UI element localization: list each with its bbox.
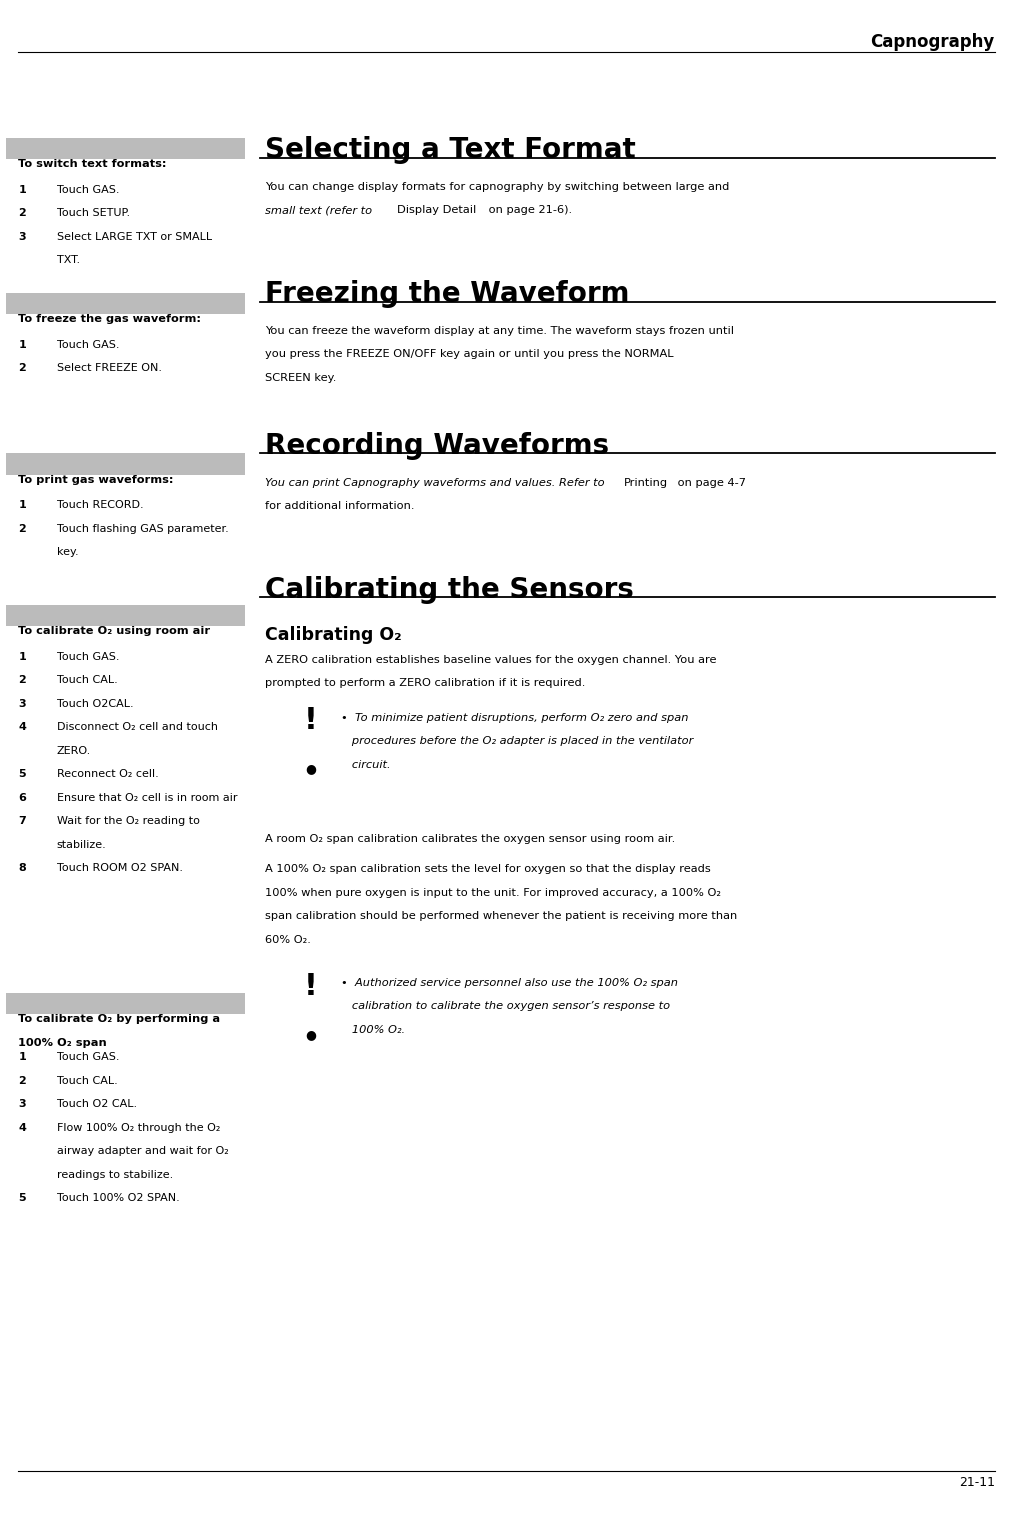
Text: 6: 6 — [18, 793, 26, 803]
Text: Capnography: Capnography — [870, 33, 995, 52]
Text: 7: 7 — [18, 816, 26, 826]
Text: Touch CAL.: Touch CAL. — [57, 1076, 118, 1085]
Text: ZERO.: ZERO. — [57, 746, 91, 756]
Text: Printing: Printing — [623, 478, 668, 488]
Text: Touch O2CAL.: Touch O2CAL. — [57, 699, 134, 709]
Text: 1: 1 — [18, 1052, 26, 1063]
Text: Recording Waveforms: Recording Waveforms — [265, 432, 610, 459]
Text: 2: 2 — [18, 523, 26, 534]
Text: 100% when pure oxygen is input to the unit. For improved accuracy, a 100% O₂: 100% when pure oxygen is input to the un… — [265, 888, 721, 897]
Text: Calibrating O₂: Calibrating O₂ — [265, 626, 402, 644]
Text: 2: 2 — [18, 362, 26, 373]
Text: !: ! — [304, 706, 318, 735]
Text: Touch CAL.: Touch CAL. — [57, 676, 118, 685]
Bar — [6, 605, 245, 626]
Text: span calibration should be performed whenever the patient is receiving more than: span calibration should be performed whe… — [265, 911, 737, 922]
Text: To calibrate O₂ by performing a: To calibrate O₂ by performing a — [18, 1014, 221, 1025]
Text: Touch SETUP.: Touch SETUP. — [57, 209, 130, 218]
Text: 3: 3 — [18, 1099, 26, 1110]
Text: ●: ● — [306, 1028, 316, 1041]
Text: •  To minimize patient disruptions, perform O₂ zero and span: • To minimize patient disruptions, perfo… — [341, 713, 689, 723]
Text: Touch flashing GAS parameter.: Touch flashing GAS parameter. — [57, 523, 229, 534]
Text: 60% O₂.: 60% O₂. — [265, 934, 311, 944]
Text: Reconnect O₂ cell.: Reconnect O₂ cell. — [57, 769, 158, 779]
Text: You can freeze the waveform display at any time. The waveform stays frozen until: You can freeze the waveform display at a… — [265, 326, 734, 337]
Text: You can change display formats for capnography by switching between large and: You can change display formats for capno… — [265, 182, 729, 193]
Text: Touch ROOM O2 SPAN.: Touch ROOM O2 SPAN. — [57, 864, 182, 873]
Text: Touch GAS.: Touch GAS. — [57, 652, 120, 662]
Text: •  Authorized service personnel also use the 100% O₂ span: • Authorized service personnel also use … — [341, 978, 679, 988]
Text: To calibrate O₂ using room air: To calibrate O₂ using room air — [18, 626, 211, 637]
Text: 5: 5 — [18, 769, 26, 779]
Text: To switch text formats:: To switch text formats: — [18, 159, 167, 170]
Text: Freezing the Waveform: Freezing the Waveform — [265, 280, 630, 308]
Text: airway adapter and wait for O₂: airway adapter and wait for O₂ — [57, 1146, 229, 1157]
Text: you press the FREEZE ON/OFF key again or until you press the NORMAL: you press the FREEZE ON/OFF key again or… — [265, 349, 674, 359]
Text: !: ! — [304, 972, 318, 1001]
Text: Flow 100% O₂ through the O₂: Flow 100% O₂ through the O₂ — [57, 1122, 220, 1132]
Text: A room O₂ span calibration calibrates the oxygen sensor using room air.: A room O₂ span calibration calibrates th… — [265, 834, 676, 844]
Text: Ensure that O₂ cell is in room air: Ensure that O₂ cell is in room air — [57, 793, 237, 803]
Text: procedures before the O₂ adapter is placed in the ventilator: procedures before the O₂ adapter is plac… — [341, 735, 694, 746]
Text: 100% O₂ span: 100% O₂ span — [18, 1037, 107, 1048]
Text: ●: ● — [306, 763, 316, 776]
Text: 2: 2 — [18, 1076, 26, 1085]
Text: Touch GAS.: Touch GAS. — [57, 340, 120, 350]
Text: Touch RECORD.: Touch RECORD. — [57, 500, 144, 511]
Bar — [6, 293, 245, 314]
Text: 100% O₂.: 100% O₂. — [341, 1025, 405, 1035]
Text: Touch 100% O2 SPAN.: Touch 100% O2 SPAN. — [57, 1193, 179, 1204]
Text: readings to stabilize.: readings to stabilize. — [57, 1170, 173, 1179]
Text: on page 21-6).: on page 21-6). — [485, 205, 572, 215]
Text: Disconnect O₂ cell and touch: Disconnect O₂ cell and touch — [57, 722, 218, 732]
Text: small text (refer to: small text (refer to — [265, 205, 376, 215]
Text: 2: 2 — [18, 676, 26, 685]
Text: You can print Capnography waveforms and values. Refer to: You can print Capnography waveforms and … — [265, 478, 609, 488]
Text: 2: 2 — [18, 209, 26, 218]
Text: 8: 8 — [18, 864, 26, 873]
Text: Display Detail: Display Detail — [397, 205, 476, 215]
Text: 1: 1 — [18, 340, 26, 350]
Text: 4: 4 — [18, 1122, 26, 1132]
Text: Selecting a Text Format: Selecting a Text Format — [265, 136, 636, 164]
Bar — [6, 453, 245, 475]
Text: for additional information.: for additional information. — [265, 500, 415, 511]
Text: 4: 4 — [18, 722, 26, 732]
Text: circuit.: circuit. — [341, 760, 391, 770]
Text: TXT.: TXT. — [57, 255, 80, 265]
Text: calibration to calibrate the oxygen sensor’s response to: calibration to calibrate the oxygen sens… — [341, 1002, 671, 1011]
Text: 5: 5 — [18, 1193, 26, 1204]
Text: To print gas waveforms:: To print gas waveforms: — [18, 475, 174, 485]
Text: 3: 3 — [18, 232, 26, 243]
Text: Select LARGE TXT or SMALL: Select LARGE TXT or SMALL — [57, 232, 212, 243]
Text: 21-11: 21-11 — [958, 1475, 995, 1489]
Text: key.: key. — [57, 547, 78, 558]
Text: Touch GAS.: Touch GAS. — [57, 185, 120, 196]
Bar — [6, 138, 245, 159]
Text: prompted to perform a ZERO calibration if it is required.: prompted to perform a ZERO calibration i… — [265, 679, 586, 688]
Bar — [6, 993, 245, 1014]
Text: Touch GAS.: Touch GAS. — [57, 1052, 120, 1063]
Text: 1: 1 — [18, 185, 26, 196]
Text: Calibrating the Sensors: Calibrating the Sensors — [265, 576, 634, 603]
Text: Select FREEZE ON.: Select FREEZE ON. — [57, 362, 162, 373]
Text: 1: 1 — [18, 652, 26, 662]
Text: To freeze the gas waveform:: To freeze the gas waveform: — [18, 314, 202, 324]
Text: 3: 3 — [18, 699, 26, 709]
Text: A 100% O₂ span calibration sets the level for oxygen so that the display reads: A 100% O₂ span calibration sets the leve… — [265, 864, 711, 875]
Text: A ZERO calibration establishes baseline values for the oxygen channel. You are: A ZERO calibration establishes baseline … — [265, 655, 717, 666]
Text: stabilize.: stabilize. — [57, 840, 106, 850]
Text: Touch O2 CAL.: Touch O2 CAL. — [57, 1099, 137, 1110]
Text: SCREEN key.: SCREEN key. — [265, 373, 336, 384]
Text: 1: 1 — [18, 500, 26, 511]
Text: Wait for the O₂ reading to: Wait for the O₂ reading to — [57, 816, 200, 826]
Text: on page 4-7: on page 4-7 — [674, 478, 746, 488]
